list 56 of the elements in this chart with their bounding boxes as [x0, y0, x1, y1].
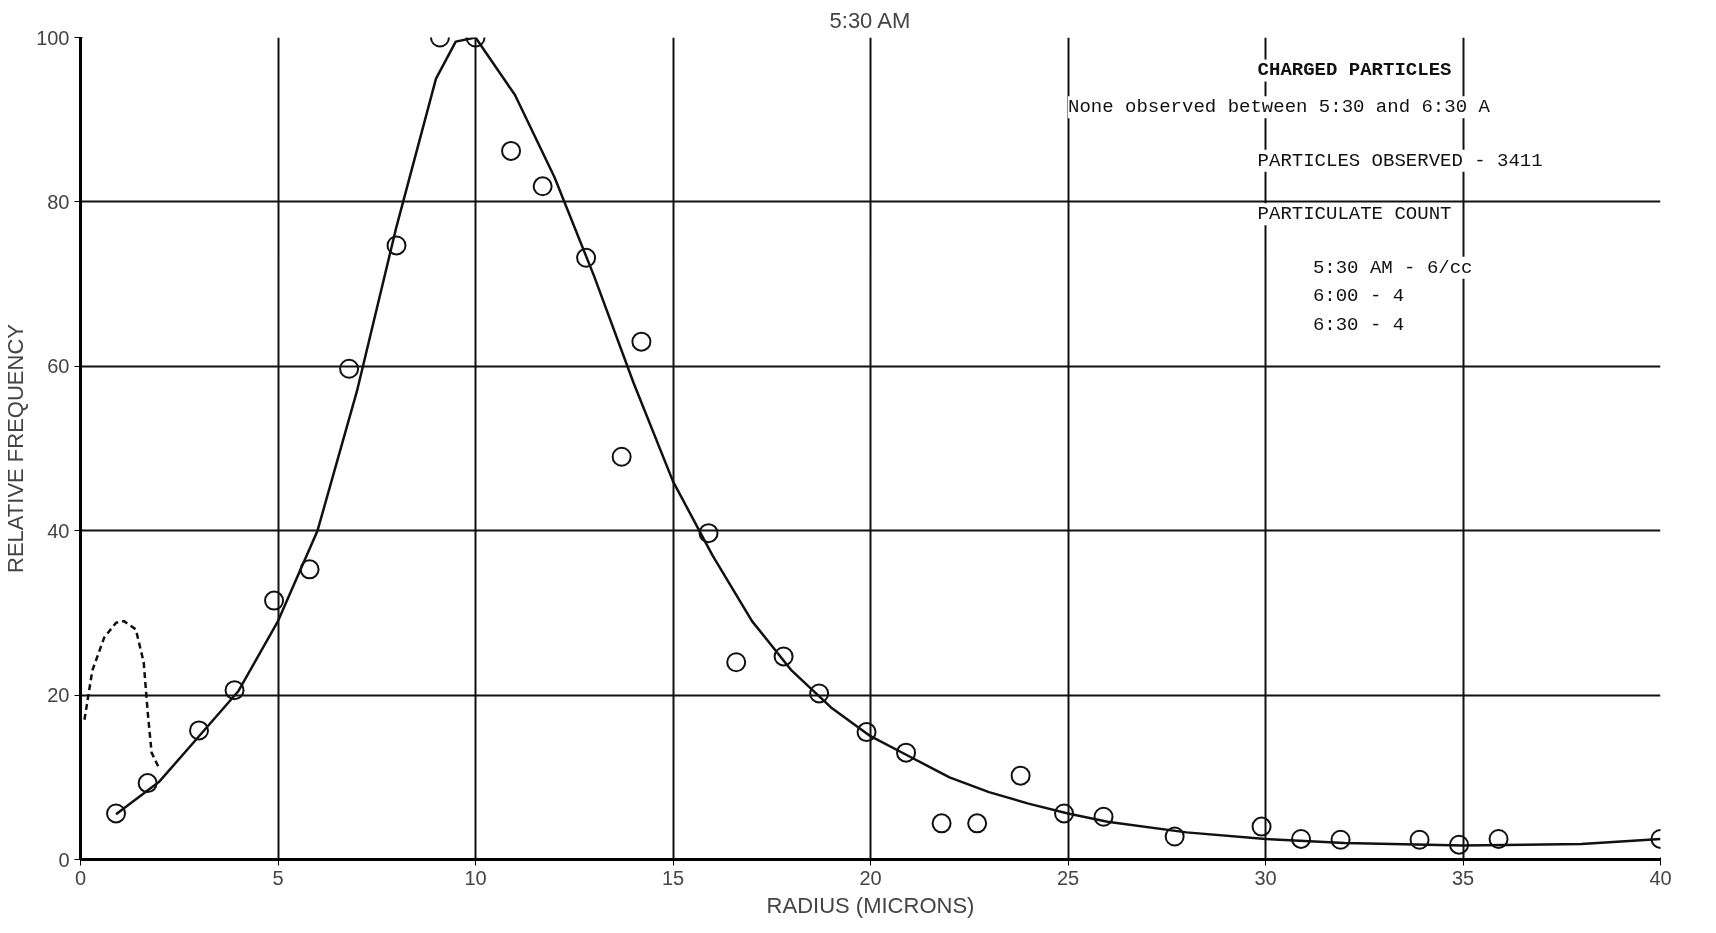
point	[1291, 828, 1312, 849]
point	[967, 813, 988, 834]
x-tick-label: 10	[464, 866, 487, 889]
point	[726, 652, 747, 673]
chart-title: 5:30 AM	[829, 7, 911, 33]
point	[1488, 828, 1509, 849]
annotation: 6:30 - 4	[1312, 314, 1405, 337]
point	[698, 523, 719, 544]
y-tick-label: 100	[36, 26, 70, 49]
y-tick-label: 80	[47, 190, 70, 213]
point	[1054, 803, 1075, 824]
y-tick-label: 60	[47, 355, 70, 378]
x-tick-label: 15	[661, 866, 685, 889]
x-tick-label: 40	[1649, 866, 1672, 889]
point	[137, 773, 158, 794]
x-tick-label: 20	[859, 866, 882, 889]
point	[896, 742, 917, 763]
point	[1093, 806, 1114, 827]
x-tick-label: 5	[272, 866, 284, 889]
annotation: 5:30 AM - 6/cc	[1312, 256, 1473, 279]
point	[501, 140, 522, 161]
y-axis-title: RELATIVE FREQUENCY	[3, 323, 29, 573]
point	[106, 803, 127, 824]
point	[264, 590, 285, 611]
annotation: PARTICLES OBSERVED - 3411	[1257, 149, 1543, 172]
y-tick-label: 20	[47, 684, 70, 707]
annotation: PARTICULATE COUNT	[1257, 203, 1452, 226]
point	[532, 176, 553, 197]
point	[339, 358, 360, 379]
x-tick-label: 30	[1254, 866, 1277, 889]
point	[856, 722, 877, 743]
point	[1409, 829, 1430, 850]
x-axis-title: RADIUS (MICRONS)	[766, 892, 975, 918]
x-tick-label: 35	[1451, 866, 1475, 889]
point	[1251, 816, 1272, 837]
point	[224, 680, 245, 701]
x-tick-label: 0	[74, 866, 87, 889]
annotation: 6:00 - 4	[1312, 285, 1405, 308]
point	[773, 646, 794, 667]
point	[1330, 829, 1351, 850]
point	[611, 446, 632, 467]
point	[1010, 765, 1031, 786]
point	[576, 247, 597, 268]
y-tick-label: 0	[58, 848, 70, 871]
point	[386, 235, 407, 256]
point	[1449, 834, 1470, 855]
x-tick-label: 25	[1056, 866, 1080, 889]
annotation: None observed between 5:30 and 6:30 A	[1068, 96, 1491, 119]
annotation: CHARGED PARTICLES	[1257, 59, 1452, 82]
point	[631, 331, 652, 352]
y-tick-label: 40	[47, 519, 70, 542]
point	[931, 813, 952, 834]
point	[189, 720, 209, 741]
point	[809, 683, 830, 704]
point	[299, 559, 320, 580]
point	[1164, 826, 1185, 847]
